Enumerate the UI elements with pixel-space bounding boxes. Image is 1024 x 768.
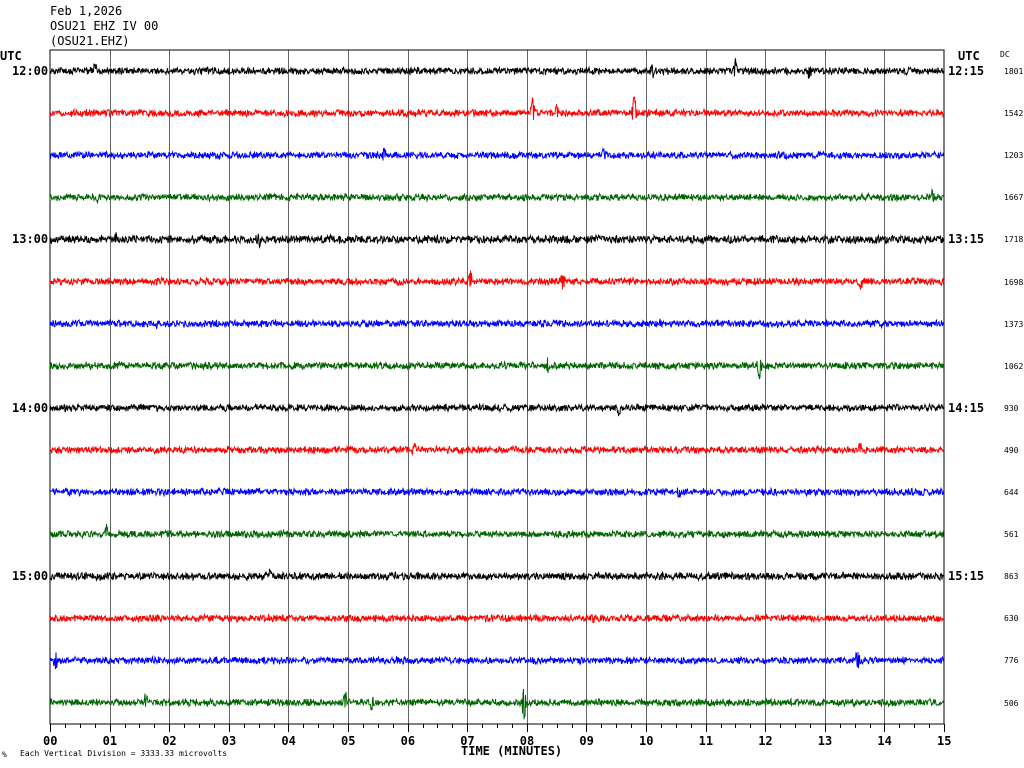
dc-value: 1698 (1004, 277, 1024, 287)
dc-value: 1801 (1004, 67, 1024, 76)
seismic-trace (49, 568, 945, 583)
x-tick-label: 14 (877, 734, 892, 748)
left-time-label: 14:00 (12, 400, 49, 415)
left-utc-label: UTC (0, 49, 22, 63)
seismic-trace (49, 96, 945, 121)
dc-value: 1373 (1004, 319, 1024, 329)
seismic-trace (49, 146, 945, 161)
x-tick-label: 10 (639, 734, 654, 748)
dc-value: 630 (1004, 614, 1019, 624)
left-time-label: 15:00 (12, 569, 49, 584)
right-time-label: 14:15 (948, 400, 985, 415)
x-axis-label: TIME (MINUTES) (461, 744, 563, 758)
dc-value: 490 (1004, 445, 1019, 455)
dc-value: 561 (1004, 530, 1019, 540)
x-tick-label: 04 (281, 734, 296, 748)
right-time-label: 13:15 (948, 232, 985, 247)
dc-value: 863 (1004, 572, 1019, 582)
dc-value: 1542 (1004, 109, 1024, 119)
x-tick-label: 07 (460, 734, 475, 748)
dc-value: 1667 (1004, 193, 1024, 203)
header-station: OSU21 EHZ IV 00 (50, 19, 159, 33)
seismic-trace (49, 58, 945, 79)
x-tick-label: 00 (43, 734, 58, 748)
seismic-trace (49, 402, 945, 417)
right-time-label: 12:15 (948, 64, 985, 78)
x-tick-label: 15 (937, 734, 952, 748)
dc-value: 1718 (1004, 235, 1024, 245)
seismic-trace (49, 232, 945, 250)
seismic-trace (49, 442, 945, 456)
x-tick-label: 13 (817, 734, 833, 748)
seismic-trace (50, 486, 945, 498)
seismic-trace (49, 523, 945, 540)
seismic-trace (49, 688, 945, 720)
seismic-trace (49, 612, 945, 624)
seismic-trace (49, 318, 945, 330)
right-time-label: 15:15 (948, 569, 985, 584)
seismic-trace (49, 270, 945, 290)
dc-value: 506 (1004, 698, 1019, 708)
x-tick-label: 03 (221, 734, 237, 748)
x-tick-label: 06 (400, 734, 416, 748)
plot-frame (49, 49, 945, 725)
x-tick-label: 02 (162, 734, 177, 748)
dc-value: 1062 (1004, 361, 1024, 371)
x-tick-label: 09 (579, 734, 594, 748)
left-time-label: 12:00 (12, 64, 49, 78)
x-tick-label: 01 (102, 734, 118, 748)
header-channel: (OSU21.EHZ) (50, 34, 130, 48)
dc-value: 1203 (1004, 151, 1024, 161)
x-tick-label: 08 (519, 734, 535, 748)
x-tick-label: 12 (758, 734, 773, 748)
seismic-trace (49, 651, 945, 670)
x-tick-label: 11 (698, 734, 714, 748)
right-utc-label: UTC (958, 49, 980, 63)
dc-column-label: DC (1000, 50, 1010, 59)
x-tick-label: 05 (341, 734, 356, 748)
seismic-trace (49, 357, 945, 380)
header-date: Feb 1,2026 (50, 4, 123, 18)
left-time-label: 13:00 (12, 232, 49, 247)
chart-header: Feb 1,2026 OSU21 EHZ IV 00 (OSU21.EHZ) (50, 4, 158, 49)
dc-value: 930 (1004, 403, 1019, 413)
corner-mark: % (2, 750, 7, 759)
dc-value: 644 (1004, 488, 1019, 497)
dc-value: 776 (1004, 656, 1019, 666)
seismic-trace (49, 188, 945, 204)
scale-note: Each Vertical Division = 3333.33 microvo… (20, 749, 228, 758)
